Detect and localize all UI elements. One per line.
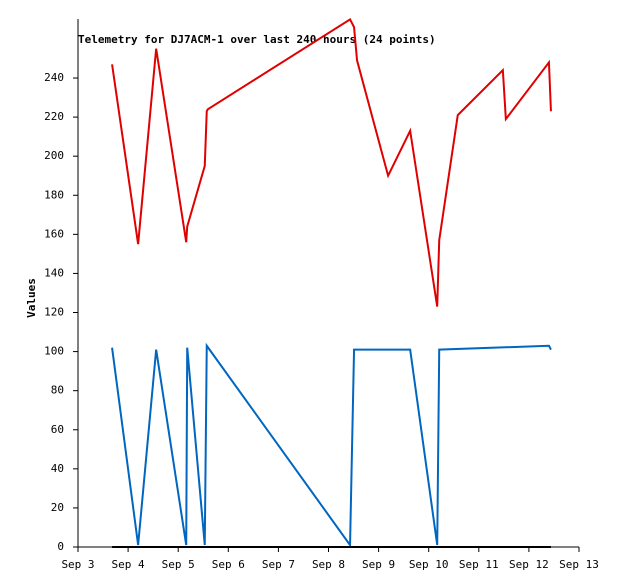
y-tick-label: 80 xyxy=(51,384,64,397)
y-tick-label: 240 xyxy=(44,71,64,84)
x-tick-label: Sep 11 xyxy=(459,558,499,571)
series-line xyxy=(111,342,552,549)
y-tick-label: 140 xyxy=(44,266,64,279)
x-tick-label: Sep 10 xyxy=(409,558,449,571)
series-line xyxy=(111,17,552,307)
chart-title: Telemetry for DJ7ACM-1 over last 240 hou… xyxy=(78,33,436,46)
x-tick-label: Sep 7 xyxy=(262,558,295,571)
y-axis-label: Values xyxy=(25,278,38,318)
y-tick-label: 20 xyxy=(51,501,64,514)
y-tick-label: 40 xyxy=(51,462,64,475)
y-tick-label: 100 xyxy=(44,345,64,358)
x-tick-label: Sep 12 xyxy=(509,558,549,571)
x-tick-label: Sep 9 xyxy=(362,558,395,571)
x-tick-label: Sep 3 xyxy=(61,558,94,571)
x-tick-label: Sep 6 xyxy=(212,558,245,571)
x-tick-label: Sep 13 xyxy=(559,558,599,571)
x-tick-label: Sep 4 xyxy=(112,558,145,571)
y-tick-label: 180 xyxy=(44,188,64,201)
y-tick-label: 200 xyxy=(44,149,64,162)
x-tick-label: Sep 8 xyxy=(312,558,345,571)
y-tick-label: 120 xyxy=(44,306,64,319)
x-tick-label: Sep 5 xyxy=(162,558,195,571)
y-tick-label: 220 xyxy=(44,110,64,123)
y-tick-label: 0 xyxy=(57,540,64,553)
y-tick-label: 160 xyxy=(44,227,64,240)
y-tick-label: 60 xyxy=(51,423,64,436)
